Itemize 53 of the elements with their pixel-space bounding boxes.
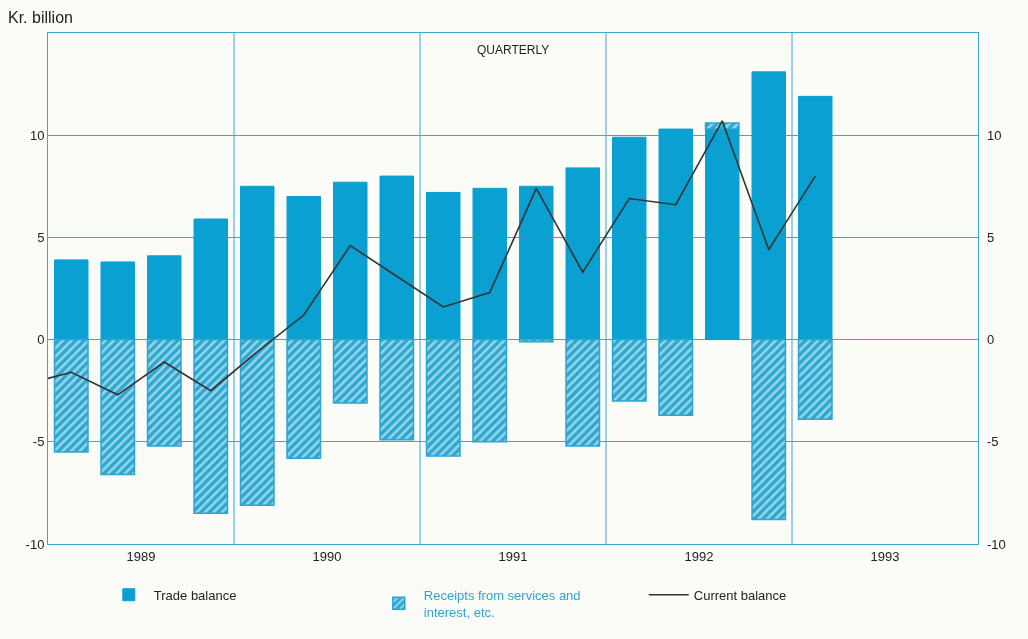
bar (472, 338, 508, 443)
x-tick-label: 1992 (684, 548, 714, 564)
y2-tick-label: 0 (987, 332, 995, 347)
x-tick-label: 1990 (312, 548, 342, 564)
y-tick-label: 0 (37, 332, 45, 348)
bar (472, 187, 507, 341)
bar (751, 338, 787, 521)
bar (147, 255, 182, 341)
line-series (48, 120, 817, 396)
bar (240, 185, 275, 341)
bar (146, 338, 182, 447)
bar (286, 338, 322, 459)
y2-tick-label: 5 (987, 230, 995, 245)
bar (565, 167, 600, 341)
x-tick-label: 1989 (126, 548, 156, 564)
bar (53, 338, 89, 453)
bar (100, 338, 136, 476)
bar (751, 71, 786, 341)
bar (193, 218, 228, 341)
y-tick-label: -5 (32, 434, 45, 450)
text: Receipts from services and interest, etc. (423, 587, 581, 620)
bar (519, 185, 554, 341)
x-tick-label: 1993 (870, 548, 900, 564)
bar (565, 338, 601, 447)
bar (425, 338, 461, 457)
bar (379, 175, 414, 341)
bar (333, 181, 368, 341)
y2-tick-label: 10 (987, 128, 1002, 143)
bar (658, 128, 693, 341)
y-tick-label: -10 (25, 536, 45, 552)
bar (54, 259, 89, 341)
bar (100, 261, 135, 341)
bar (611, 338, 647, 402)
y-tick-label: 10 (29, 127, 45, 143)
x-tick-label: 1991 (498, 548, 528, 564)
bar (612, 136, 647, 341)
bar (798, 95, 833, 341)
y-axis-title: Kr. billion (8, 9, 73, 26)
bar (426, 191, 461, 341)
legend-label: Current balance (693, 587, 787, 603)
bar (193, 338, 229, 515)
bar (658, 338, 694, 416)
bar (797, 338, 833, 421)
bar (705, 128, 740, 341)
bar (332, 338, 368, 404)
legend-label: Trade balance (153, 587, 237, 603)
y-tick-label: 5 (37, 229, 45, 245)
annotation: QUARTERLY (477, 43, 550, 57)
bar (286, 196, 321, 341)
bar (379, 338, 415, 441)
y2-tick-label: -5 (987, 434, 999, 449)
y2-tick-label: -10 (987, 537, 1006, 552)
bar (239, 338, 275, 506)
